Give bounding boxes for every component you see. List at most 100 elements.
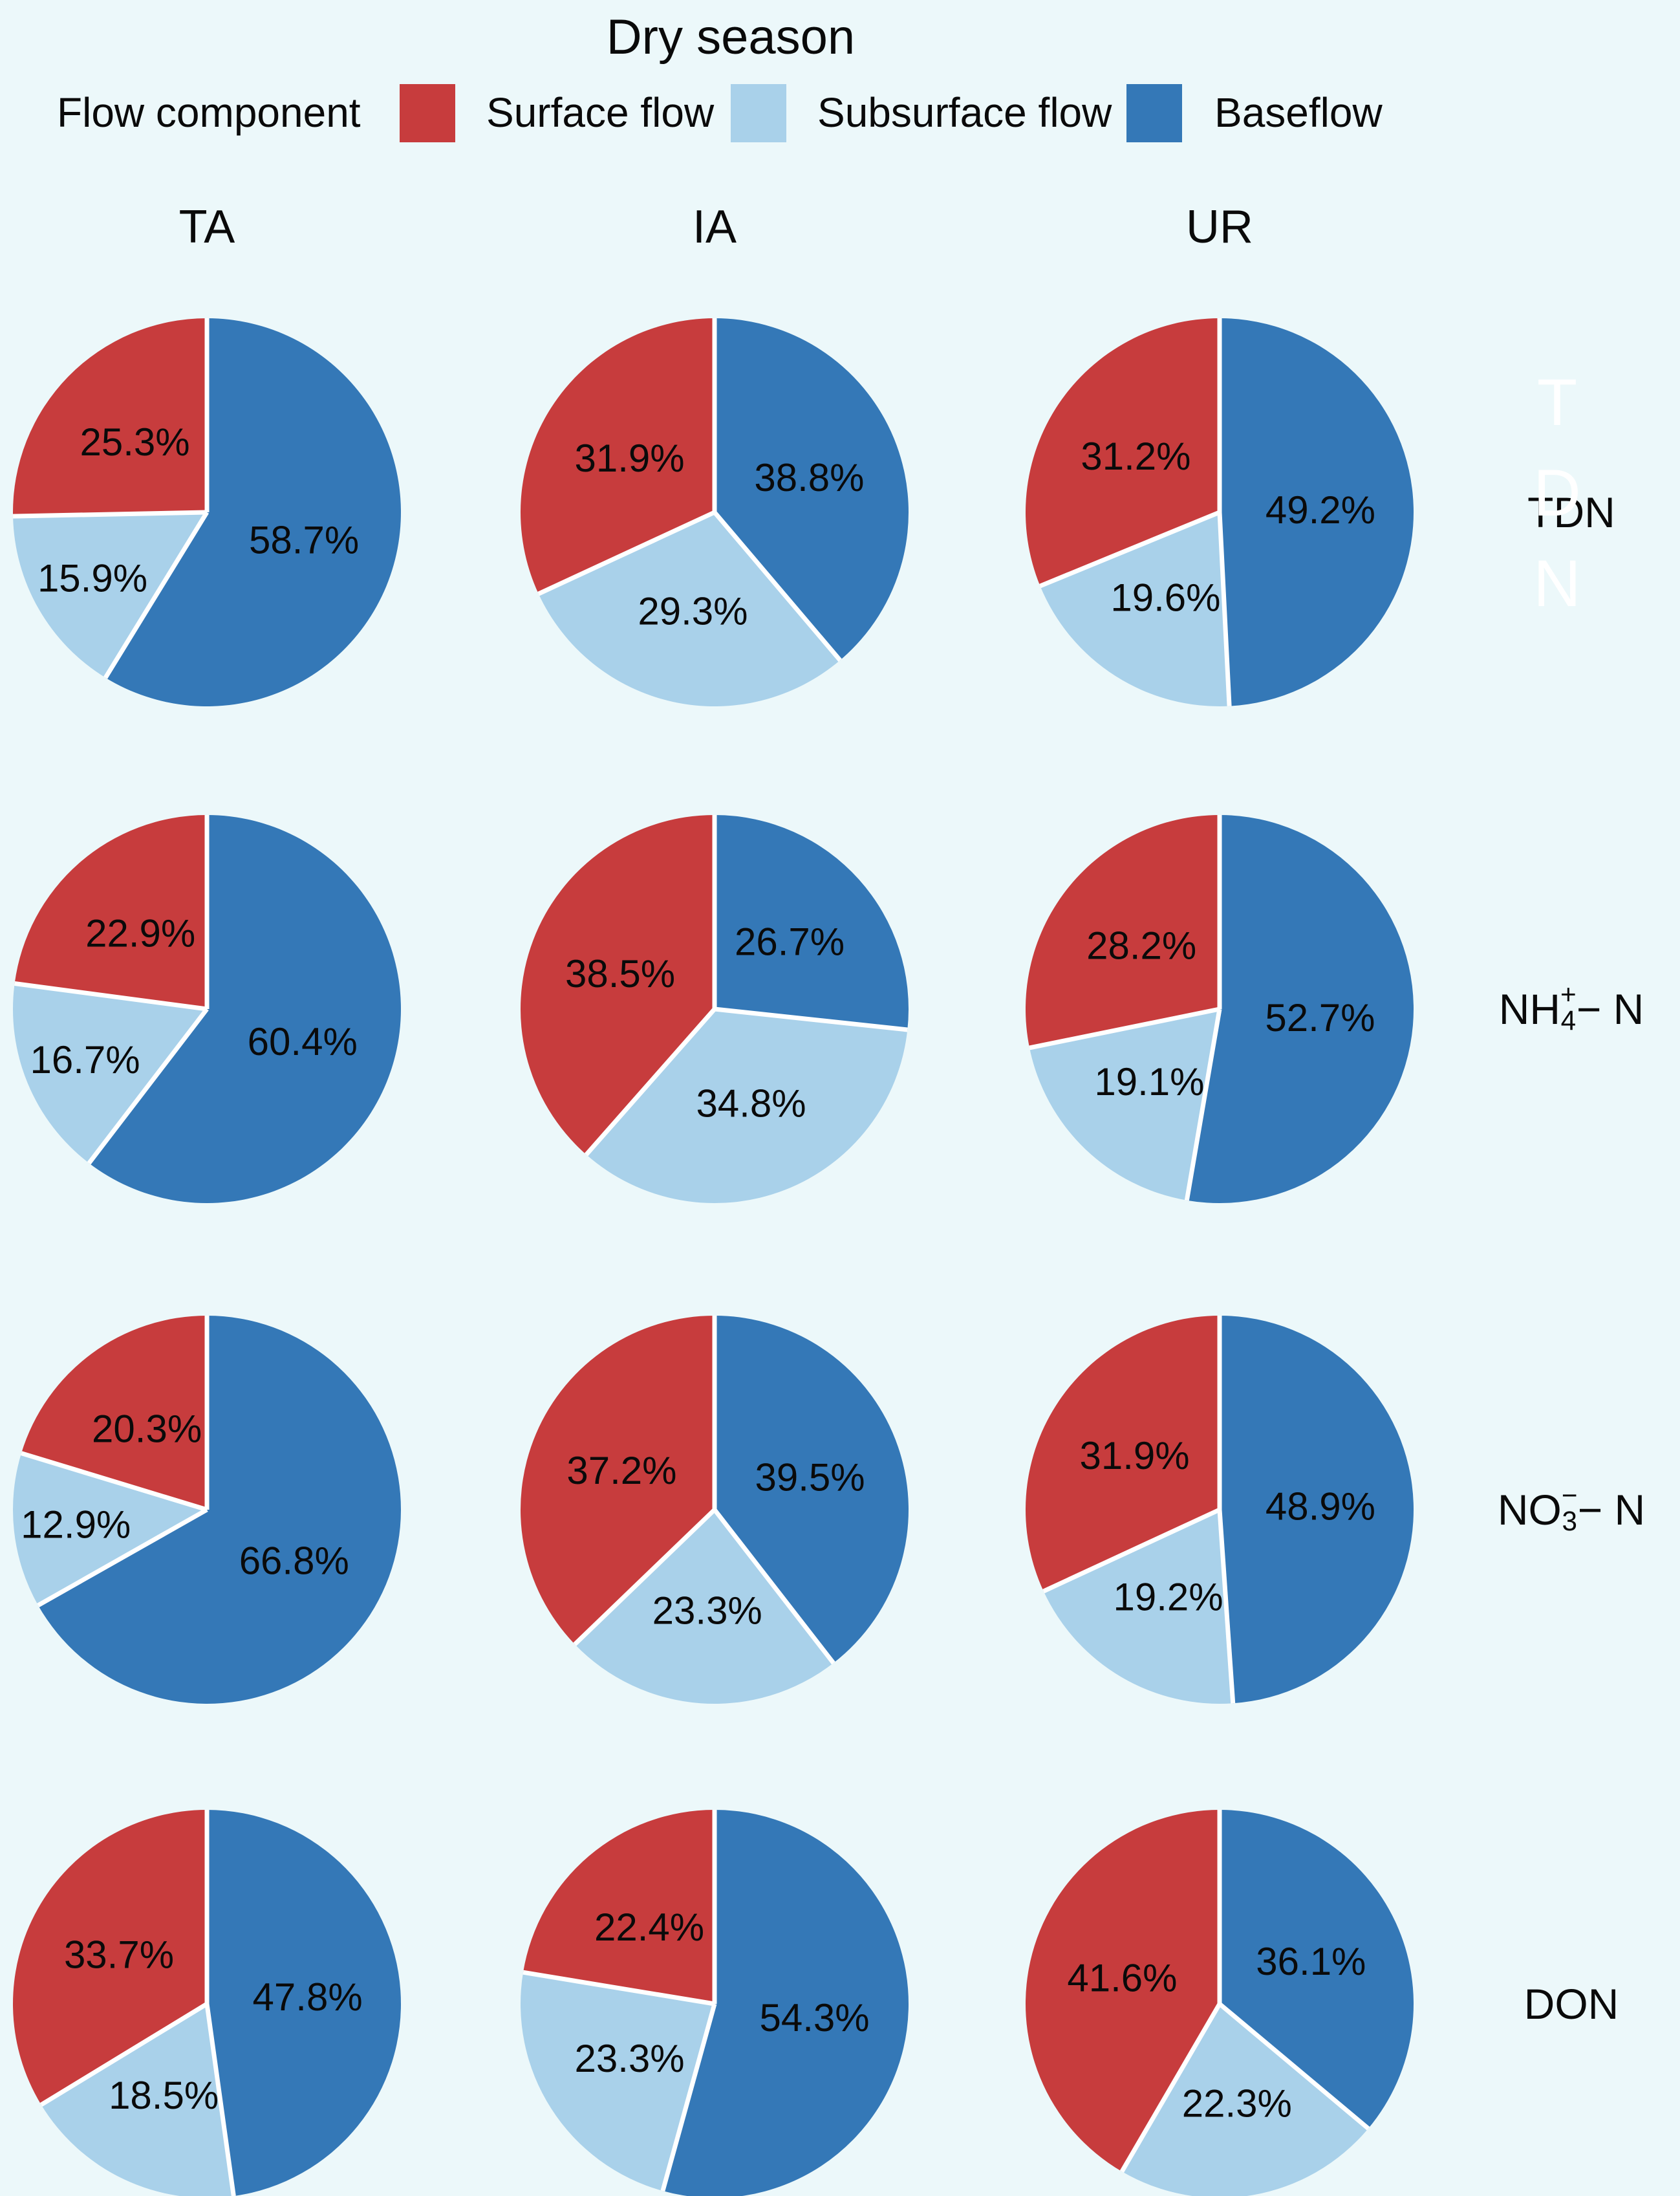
slice-divider (522, 1970, 715, 2006)
pie-slice-subsurface (574, 1510, 834, 1704)
pie-slice-subsurface (13, 512, 207, 678)
pie-slice-subsurface (41, 2004, 234, 2196)
pie-slice-baseflow (1220, 318, 1414, 706)
pie-label-subsurface: 34.8% (696, 1082, 806, 1125)
figure-title: Dry season (606, 10, 856, 65)
pie-label-baseflow: 47.8% (253, 1975, 363, 2019)
pie-slice-surface (521, 815, 715, 1155)
pie-slice-baseflow (1187, 815, 1414, 1203)
pie-nh4n-ia: 26.7% 34.8% 38.5% (521, 815, 909, 1204)
row-label-base: TDN (1527, 488, 1615, 536)
slice-divider (714, 1006, 908, 1032)
slice-divider (1119, 2003, 1222, 2173)
pie-label-baseflow: 39.5% (755, 1455, 865, 1499)
pie-label-subsurface: 23.3% (574, 2037, 684, 2080)
pie-label-subsurface: 19.6% (1110, 576, 1220, 620)
slice-divider (1039, 510, 1221, 589)
pie-no3n-ta: 66.8% 12.9% 20.3% (12, 1316, 401, 1704)
pie-slice-surface (520, 318, 715, 594)
pie-slice-baseflow (715, 318, 909, 660)
pie-label-baseflow: 54.3% (760, 1996, 870, 2039)
slice-divider (103, 511, 209, 679)
column-header-ta: TA (178, 201, 235, 253)
legend-label-subsurface: Subsurface flow (817, 89, 1112, 136)
pie-slice-surface (21, 1316, 207, 1510)
slice-divider (20, 1451, 208, 1512)
slice-divider (1042, 1507, 1221, 1594)
pie-label-surface: 31.9% (574, 437, 684, 480)
pie-label-baseflow: 26.7% (735, 920, 845, 964)
pie-label-subsurface: 16.7% (30, 1038, 140, 1082)
slice-divider (573, 1508, 716, 1646)
slice-divider (713, 510, 842, 662)
pie-label-baseflow: 49.2% (1265, 488, 1375, 532)
pie-slice-subsurface (520, 1972, 715, 2191)
pie-label-surface: 33.7% (64, 1933, 174, 1977)
pie-tdn-ta: 58.7% 15.9% 25.3% (12, 318, 401, 706)
pie-label-surface: 28.2% (1086, 924, 1196, 967)
pie-label-subsurface: 29.3% (638, 589, 748, 633)
legend-title: Flow component (57, 89, 361, 136)
slice-divider (12, 510, 208, 519)
row-label-base: NO (1497, 1486, 1562, 1534)
pie-label-surface: 37.2% (566, 1449, 676, 1492)
pie-slice-subsurface (12, 1453, 207, 1605)
legend-label-baseflow: Baseflow (1214, 89, 1383, 136)
pie-slice-subsurface (12, 983, 207, 1164)
pie-slice-subsurface (1029, 1009, 1220, 1201)
slice-divider (584, 1007, 716, 1157)
pie-label-surface: 22.4% (594, 1906, 704, 1949)
pie-label-subsurface: 22.3% (1182, 2082, 1292, 2125)
row-label-rest: − N (1577, 1486, 1646, 1534)
pie-don-ur: 36.1% 22.3% 41.6% (1026, 1810, 1414, 2196)
pie-no3n-ia: 39.5% 23.3% 37.2% (520, 1316, 909, 1704)
slice-divider (1217, 512, 1232, 706)
pie-slice-subsurface (1040, 512, 1230, 706)
legend-swatch-surface (400, 84, 455, 142)
pie-label-surface: 20.3% (92, 1408, 202, 1451)
pie-slice-baseflow (38, 1316, 401, 1704)
column-header-ur: UR (1186, 201, 1253, 253)
pie-label-subsurface: 12.9% (21, 1503, 131, 1546)
pie-label-subsurface: 19.1% (1094, 1060, 1204, 1103)
slice-divider (1217, 1509, 1236, 1704)
pie-nh4n-ta: 60.4% 16.7% 22.9% (12, 815, 401, 1203)
pie-slice-baseflow (1220, 1810, 1414, 2129)
slice-divider (14, 981, 208, 1012)
row-label-nh4n: NH +4 − N (1463, 964, 1680, 1054)
pie-slice-surface (14, 815, 207, 1009)
pie-label-subsurface: 15.9% (38, 556, 147, 600)
legend-swatch-subsurface (731, 84, 786, 142)
slice-divider (537, 510, 716, 596)
row-label-don: DON (1463, 1959, 1680, 2049)
pie-slice-baseflow (1220, 1316, 1414, 1704)
slice-divider (713, 1508, 835, 1665)
row-label-subsup: +4 (1560, 979, 1577, 1034)
pie-tdn-ia: 38.8% 29.3% 31.9% (520, 318, 909, 706)
pie-slice-baseflow (662, 1810, 909, 2196)
pie-label-surface: 38.5% (565, 952, 675, 995)
pie-label-subsurface: 18.5% (109, 2074, 219, 2117)
pie-slice-baseflow (207, 1810, 401, 2196)
pie-label-baseflow: 60.4% (248, 1020, 358, 1063)
pie-slice-surface (1026, 1810, 1220, 2172)
legend-label-surface: Surface flow (486, 89, 715, 136)
pie-nh4n-ur: 52.7% 19.1% 28.2% (1026, 815, 1414, 1203)
row-label-rest: − N (1576, 985, 1644, 1033)
pie-label-baseflow: 48.9% (1265, 1485, 1375, 1528)
pie-slice-surface (522, 1810, 715, 2004)
slice-divider (660, 2003, 717, 2192)
pie-slice-baseflow (715, 1316, 909, 1664)
pie-don-ta: 47.8% 18.5% 33.7% (12, 1810, 401, 2196)
row-label-no3n: NO −3 − N (1463, 1464, 1680, 1555)
slice-divider (204, 2003, 236, 2196)
pie-label-surface: 41.6% (1067, 1956, 1177, 1999)
slice-divider (1029, 1006, 1220, 1050)
pie-no3n-ur: 48.9% 19.2% 31.9% (1025, 1316, 1414, 1704)
slice-divider (37, 1507, 208, 1607)
slice-divider (39, 2002, 208, 2107)
pie-label-baseflow: 66.8% (239, 1539, 349, 1583)
pie-slice-surface (520, 1316, 715, 1645)
row-label-superscript: + (1560, 979, 1577, 1010)
